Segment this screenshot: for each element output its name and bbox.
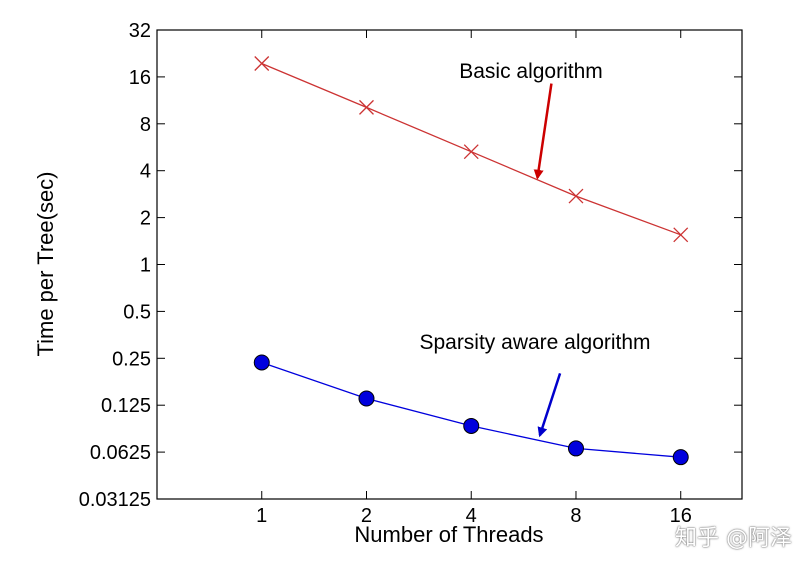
annotation-text-sparse: Sparsity aware algorithm xyxy=(419,331,650,354)
y-tick-label: 16 xyxy=(129,67,151,89)
series-basic xyxy=(254,56,689,243)
data-point-sparse xyxy=(672,449,689,466)
y-tick-label: 4 xyxy=(140,161,151,183)
y-axis: 0.03125 0.0625 0.125 0.25 0.5 1 2 4 8 16 32 xyxy=(79,20,742,511)
y-axis-label: Time per Tree(sec) xyxy=(33,171,58,356)
watermark: 知乎 @阿泽 xyxy=(675,526,792,551)
series-sparse xyxy=(253,354,689,466)
annotation-text-basic: Basic algorithm xyxy=(459,60,603,83)
series-layer xyxy=(253,56,689,466)
y-tick-label: 2 xyxy=(140,208,151,230)
series-line-sparse xyxy=(261,361,681,458)
y-tick-label: 0.5 xyxy=(123,301,151,323)
annotation-basic: Basic algorithm xyxy=(459,60,603,180)
annotation-arrow-sparse xyxy=(537,373,562,438)
data-point-basic xyxy=(254,56,270,71)
y-tick-label: 1 xyxy=(140,255,151,277)
x-tick-label: 8 xyxy=(570,505,581,527)
annotation-arrow-basic xyxy=(533,83,553,180)
data-point-basic xyxy=(568,188,584,204)
x-tick-label: 4 xyxy=(466,505,477,527)
y-tick-label: 8 xyxy=(140,114,151,136)
y-tick-label: 0.0625 xyxy=(90,442,151,464)
x-tick-label: 1 xyxy=(256,505,267,527)
annotation-sparse: Sparsity aware algorithm xyxy=(419,331,651,438)
x-tick-label: 2 xyxy=(361,505,372,527)
data-point-basic xyxy=(359,99,374,115)
data-point-sparse xyxy=(567,440,584,457)
plot-frame xyxy=(156,29,743,500)
data-point-sparse xyxy=(358,390,375,407)
y-tick-label: 32 xyxy=(129,20,151,42)
data-point-sparse xyxy=(463,417,480,434)
y-tick-label: 0.25 xyxy=(112,348,151,370)
series-line-basic xyxy=(261,62,681,236)
x-axis-label: Number of Threads xyxy=(354,522,543,547)
annotation-layer: Basic algorithm Sparsity aware algorithm xyxy=(419,60,651,438)
y-tick-label: 0.03125 xyxy=(79,489,151,511)
data-point-sparse xyxy=(253,354,270,371)
data-point-basic xyxy=(463,144,479,160)
x-axis: 1 2 4 8 16 xyxy=(256,30,692,527)
data-point-basic xyxy=(673,227,689,243)
x-tick-label: 16 xyxy=(670,505,692,527)
y-tick-label: 0.125 xyxy=(101,395,151,417)
